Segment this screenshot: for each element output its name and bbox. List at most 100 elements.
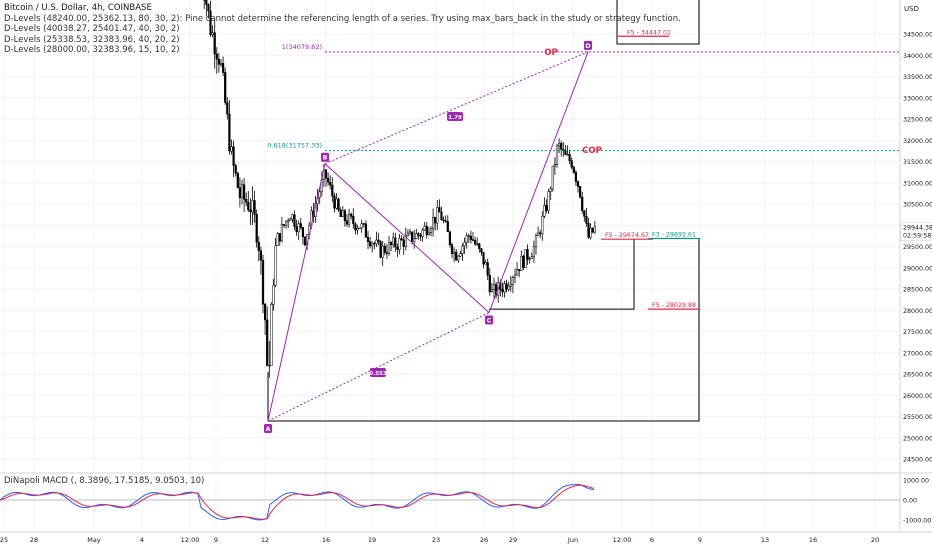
candle-body (429, 228, 433, 233)
candle-body (589, 227, 592, 238)
time-tick-label: 23 (432, 536, 440, 544)
candle-body (591, 227, 594, 233)
candle-body (289, 218, 292, 222)
candle-body (278, 233, 281, 242)
price-tick-label: 28000.00 (903, 308, 932, 315)
candle-body (503, 283, 506, 293)
price-tick-label: 27500.00 (903, 329, 932, 336)
time-tick-label: 12 (261, 536, 269, 544)
ratio-badge (447, 112, 463, 121)
candle-body (396, 246, 399, 250)
macd-line (0, 483, 595, 521)
price-tick-label: 34000.00 (903, 53, 932, 60)
candle-body (385, 252, 388, 254)
candle-body (518, 269, 521, 271)
candle-body (251, 200, 254, 213)
candle-body (534, 235, 538, 248)
time-axis[interactable]: 25 28 May 4 12:00 9 12 16 19 23 26 29 Jun 12:00 6 9 13 16… (0, 531, 932, 544)
currency-label: USD (904, 5, 919, 13)
candle-body (446, 221, 449, 233)
grid (0, 0, 900, 532)
candle-body (593, 226, 596, 233)
candle-body (383, 245, 386, 253)
candle-body (450, 244, 454, 255)
candle-body (568, 153, 571, 161)
price-tick-label: 31000.00 (903, 180, 932, 187)
candle-body (524, 249, 527, 268)
candle-body (480, 248, 483, 253)
candle-body (213, 32, 216, 55)
op-level-label: 1(34079.82) (282, 43, 322, 51)
op-label: OP (544, 48, 557, 58)
candle-body (291, 214, 294, 220)
candle-body (406, 232, 409, 237)
candle-body (247, 201, 250, 211)
pattern-point-label: B (323, 154, 328, 162)
time-tick-label: 12:00 (613, 536, 632, 544)
price-axis[interactable]: USD 34500.00 34000.00 33500.00 33000.00 32500… (899, 0, 932, 532)
candle-body (264, 303, 267, 321)
candle-body (461, 245, 464, 254)
candle-body (558, 143, 561, 147)
candle-body (469, 235, 472, 240)
candle-body (551, 165, 554, 190)
candle-body (459, 253, 462, 257)
last-price-label: 29944.38 (903, 225, 932, 232)
candle-body (228, 113, 231, 152)
candle-body (490, 289, 493, 293)
candle-body (471, 239, 475, 241)
candle-body (436, 207, 439, 224)
price-tick-label: 26500.00 (903, 372, 932, 379)
price-tick-label: 25000.00 (903, 435, 932, 442)
candle-body (549, 188, 552, 192)
candle-body (488, 274, 491, 293)
candle-body (299, 223, 302, 228)
pattern-point-marker (321, 152, 329, 162)
pattern-point-marker (584, 40, 592, 50)
candle-body (240, 184, 244, 198)
candle-body (280, 224, 283, 242)
candle-body (467, 235, 470, 237)
candle-body (505, 283, 508, 290)
candle-body (574, 172, 577, 182)
candle-body (408, 231, 412, 234)
candle-body (526, 249, 529, 260)
candle-body (222, 63, 225, 73)
candle-body (297, 223, 300, 233)
candle-body (257, 241, 260, 252)
candle-body (337, 198, 340, 211)
candle-body (484, 262, 487, 265)
time-tick-label: 16 (809, 536, 817, 544)
price-tick-label: 27000.00 (903, 350, 932, 357)
candle-body (434, 216, 437, 224)
candle-body (579, 186, 582, 198)
candle-body (272, 284, 275, 305)
indicator-legend-3: D-Levels (25338.53, 32383.96, 40, 20, 2) (4, 34, 180, 45)
candle-body (438, 207, 441, 213)
candle-body (555, 145, 559, 165)
candle-body (432, 216, 435, 230)
time-tick-label: Jun (567, 536, 578, 544)
candle-body (448, 231, 451, 246)
candle-body (392, 237, 395, 246)
price-axis-bg (900, 0, 932, 532)
candle-body (261, 259, 265, 305)
candle-body (215, 53, 218, 60)
candle-body (329, 181, 332, 186)
candle-body (413, 238, 416, 242)
candle-body (379, 241, 382, 258)
candle-body (421, 229, 424, 237)
candle-body (369, 241, 372, 247)
f-level-label: F3 - 29692.61 (652, 231, 696, 238)
time-tick-label: May (87, 536, 101, 544)
candle-body (455, 251, 458, 261)
candle-body (476, 243, 479, 245)
candle-body (371, 243, 374, 247)
candle-body (427, 232, 430, 235)
candle-body (545, 204, 548, 211)
candle-body (331, 184, 334, 197)
candle-body (255, 214, 258, 243)
cop-level-label: 0.618(31757.33) (267, 142, 322, 150)
candle-body (572, 166, 575, 173)
